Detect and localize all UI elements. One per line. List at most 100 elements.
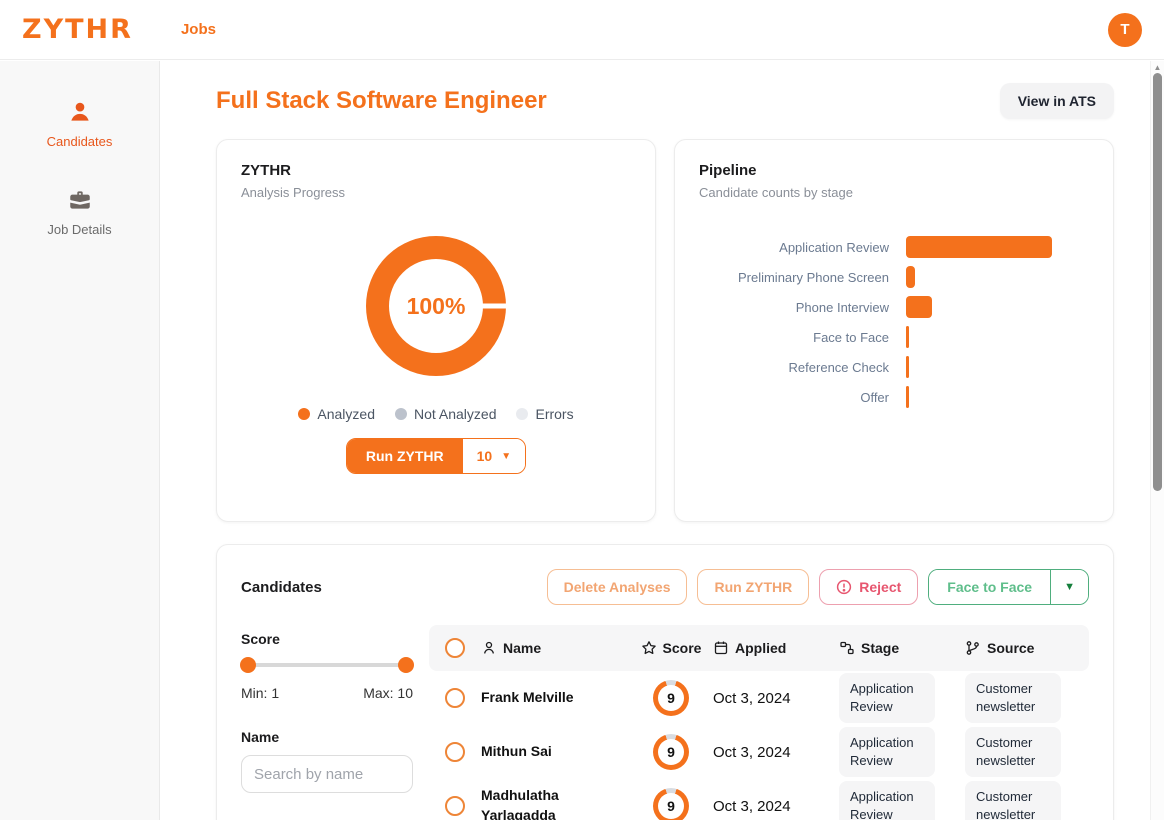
pipeline-stage-label: Application Review	[779, 239, 889, 255]
cards-row: ZYTHR Analysis Progress 100% Analyzed	[216, 139, 1114, 522]
analysis-card-subtitle: Analysis Progress	[241, 185, 346, 200]
pipeline-bar-track	[906, 326, 1089, 348]
score-value: 9	[658, 739, 684, 765]
score-max-label: Max: 10	[363, 685, 413, 701]
dropdown-arrow-icon: ▼	[501, 450, 512, 462]
select-all-cell	[429, 638, 481, 658]
legend-dot-not-analyzed	[394, 408, 407, 420]
score-gauge: 9	[653, 788, 689, 820]
legend-item-analyzed: Analyzed	[298, 406, 375, 422]
stage-dropdown-toggle[interactable]: ▼	[1050, 570, 1088, 604]
legend-label: Errors	[535, 406, 574, 422]
sidebar-item-label: Job Details	[47, 222, 112, 237]
candidates-body: Score Min: 1 Max: 10 Name Job Requiremen…	[240, 625, 1089, 820]
pipeline-stage-label: Face to Face	[813, 329, 889, 345]
pipeline-row: Reference Check	[699, 352, 1089, 382]
pipeline-bar	[906, 326, 909, 348]
header-source[interactable]: Source	[965, 640, 1089, 656]
star-icon	[641, 640, 657, 656]
score-minmax-row: Min: 1 Max: 10	[241, 685, 413, 701]
score-gauge: 9	[653, 734, 689, 770]
donut-seam	[482, 303, 507, 309]
table-row: Frank Melville 9 Oct 3, 2024 Application…	[429, 671, 1089, 725]
pipeline-bar-track	[906, 386, 1089, 408]
legend-item-errors: Errors	[516, 406, 574, 422]
header-stage[interactable]: Stage	[839, 640, 965, 656]
page-title: Full Stack Software Engineer	[216, 87, 547, 114]
pipeline-bar-track	[906, 236, 1089, 258]
source-icon	[965, 640, 981, 656]
filters-panel: Score Min: 1 Max: 10 Name Job Requiremen…	[240, 625, 414, 820]
row-select-radio[interactable]	[445, 742, 465, 762]
sidebar-item-label: Candidates	[46, 134, 113, 149]
legend-item-not-analyzed: Not Analyzed	[394, 406, 496, 422]
slider-track[interactable]	[241, 663, 413, 667]
row-select-radio[interactable]	[445, 796, 465, 816]
run-zythr-button[interactable]: Run ZYTHR	[346, 439, 463, 473]
analysis-card-title: ZYTHR	[241, 162, 291, 179]
score-range-slider[interactable]	[240, 657, 414, 673]
donut-legend: Analyzed Not Analyzed Errors	[241, 406, 631, 422]
pipeline-bar-track	[906, 356, 1089, 378]
header-score[interactable]: Score	[629, 640, 713, 656]
pipeline-row: Face to Face	[699, 322, 1089, 352]
pipeline-bar-track	[906, 296, 1089, 318]
header-applied[interactable]: Applied	[713, 640, 839, 656]
view-in-ats-button[interactable]: View in ATS	[999, 83, 1114, 119]
pipeline-bar	[906, 236, 1053, 258]
candidate-name: Mithun Sai	[481, 743, 552, 760]
header-name[interactable]: Name	[481, 640, 629, 656]
candidate-name: Madhulatha Yarlagadda	[481, 787, 559, 820]
sidebar-item-candidates[interactable]: Candidates	[0, 99, 159, 149]
header-label: Name	[503, 640, 542, 656]
score-min-label: Min: 1	[241, 685, 280, 701]
pipeline-stage-label: Phone Interview	[795, 299, 889, 315]
pipeline-card: Pipeline Candidate counts by stage Appli…	[674, 139, 1114, 522]
title-row: Full Stack Software Engineer View in ATS	[216, 83, 1114, 119]
candidates-header: Candidates Delete Analyses Run ZYTHR Rej…	[241, 569, 1089, 605]
run-count-dropdown[interactable]: 10 ▼	[462, 439, 526, 473]
legend-dot-errors	[516, 408, 529, 420]
pipeline-card-subtitle: Candidate counts by stage	[699, 185, 853, 200]
reject-label: Reject	[859, 579, 902, 595]
left-sidebar: Candidates Job Details	[0, 61, 160, 820]
pipeline-bar	[906, 296, 933, 318]
candidates-title: Candidates	[241, 578, 322, 596]
pipeline-bar	[906, 356, 909, 378]
source-badge: Customer newsletter	[965, 673, 1061, 723]
scrollbar-up-arrow[interactable]: ▲	[1153, 63, 1162, 72]
stage-move-split-button: Face to Face ▼	[928, 569, 1089, 605]
slider-max-handle[interactable]	[398, 657, 414, 673]
run-zythr-button-small[interactable]: Run ZYTHR	[697, 569, 810, 605]
score-gauge: 9	[653, 680, 689, 716]
main-content: Full Stack Software Engineer View in ATS…	[161, 61, 1150, 820]
pipeline-stage-label: Preliminary Phone Screen	[737, 269, 889, 285]
delete-analyses-button[interactable]: Delete Analyses	[546, 569, 688, 605]
scrollbar-thumb[interactable]	[1153, 73, 1162, 491]
vertical-scrollbar: ▲	[1150, 61, 1164, 820]
person-icon	[67, 99, 93, 125]
select-all-radio[interactable]	[445, 638, 465, 658]
table-row: Madhulatha Yarlagadda 9 Oct 3, 2024 Appl…	[429, 779, 1089, 820]
sidebar-item-job-details[interactable]: Job Details	[0, 187, 159, 237]
stage-badge: Application Review	[839, 727, 935, 777]
person-icon	[481, 640, 497, 656]
table-row: Mithun Sai 9 Oct 3, 2024 Application Rev…	[429, 725, 1089, 779]
pipeline-bar-track	[906, 266, 1089, 288]
name-search-input[interactable]	[241, 755, 413, 793]
zythr-logo: ZYTHR	[22, 14, 133, 45]
slider-min-handle[interactable]	[240, 657, 256, 673]
row-select-radio[interactable]	[445, 688, 465, 708]
pipeline-stage-label: Offer	[860, 389, 889, 405]
nav-jobs-link[interactable]: Jobs	[180, 21, 216, 38]
pipeline-row: Preliminary Phone Screen	[699, 262, 1089, 292]
reject-button[interactable]: Reject	[819, 569, 919, 605]
pipeline-row: Offer	[699, 382, 1089, 412]
applied-date: Oct 3, 2024	[713, 797, 791, 815]
run-count-value: 10	[476, 448, 493, 464]
user-avatar[interactable]: T	[1108, 12, 1142, 47]
face-to-face-button[interactable]: Face to Face	[929, 570, 1051, 604]
header-label: Score	[662, 640, 702, 656]
run-zythr-split-button: Run ZYTHR 10 ▼	[345, 438, 527, 474]
